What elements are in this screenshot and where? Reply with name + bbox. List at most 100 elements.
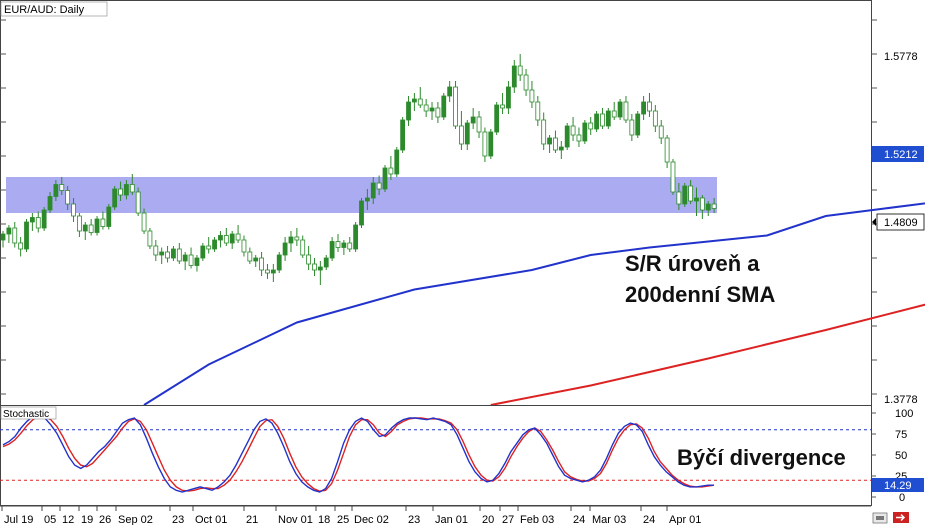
candle-body — [582, 122, 588, 142]
candle-body — [341, 242, 347, 248]
date-label: 23 — [172, 514, 184, 525]
price-tick-label: 1.3778 — [884, 394, 918, 406]
date-label: 25 — [337, 514, 349, 525]
candle-body — [335, 241, 341, 248]
candle-body — [464, 122, 470, 145]
candle-body — [623, 101, 629, 121]
osc-tick-label: 50 — [895, 450, 907, 462]
candle-body — [317, 266, 323, 271]
candle-body — [388, 167, 394, 175]
date-label: 20 — [482, 514, 494, 525]
candle-body — [171, 248, 176, 259]
candle-body — [247, 251, 253, 262]
candle-body — [147, 230, 153, 247]
osc-tick-label: 75 — [895, 429, 907, 441]
candle-body — [94, 218, 100, 233]
candle-body — [359, 200, 364, 226]
date-label: 26 — [99, 514, 111, 525]
date-label: Dec 02 — [354, 514, 389, 525]
candle-body — [470, 116, 476, 124]
candle-body — [323, 257, 329, 268]
price-axis — [871, 19, 877, 498]
date-label: Jul 19 — [4, 514, 33, 525]
candle-body — [635, 113, 641, 136]
oscillator-title-box — [0, 406, 57, 420]
osc-value-label: 14.29 — [884, 480, 912, 492]
stoch-k-line — [2, 414, 714, 493]
date-label: Sep 02 — [118, 514, 153, 525]
candle-body — [564, 125, 570, 148]
candle-body — [229, 233, 235, 244]
candle-body — [294, 236, 300, 241]
candle-body — [529, 89, 535, 103]
date-label: 27 — [502, 514, 514, 525]
oscillator-title: Stochastic — [3, 409, 49, 420]
candle-body — [165, 251, 170, 259]
candle-body — [411, 98, 417, 103]
candle-body — [347, 242, 353, 250]
candle-body — [694, 197, 699, 202]
candle-body — [423, 104, 429, 112]
candle-body — [488, 131, 494, 157]
candle-body — [88, 224, 94, 233]
candle-body — [253, 257, 259, 262]
candle-body — [118, 188, 123, 196]
candle-body — [100, 218, 106, 227]
candle-body — [24, 221, 29, 250]
candle-body — [47, 196, 53, 211]
candle-body — [223, 235, 229, 244]
arrow-right-icon — [896, 513, 906, 522]
candle-body — [329, 241, 335, 259]
date-label: 12 — [62, 514, 74, 525]
osc-value-badge — [872, 478, 924, 492]
osc-panel-frame — [0, 405, 872, 506]
candle-body — [218, 235, 223, 241]
candle-body — [135, 191, 141, 214]
candle-body — [594, 113, 599, 130]
candle-body — [605, 110, 611, 127]
candle-body — [153, 245, 159, 256]
date-label: 19 — [81, 514, 93, 525]
candle-body — [82, 224, 88, 232]
candle-body — [417, 98, 423, 106]
candle-body — [482, 131, 488, 157]
scrollbar-grip-icon — [876, 516, 884, 520]
candle-body — [652, 110, 658, 127]
osc-tick-label: 0 — [899, 492, 905, 504]
date-label: Nov 01 — [278, 514, 313, 525]
candle-body — [435, 107, 441, 118]
candle-body — [77, 215, 82, 232]
candle-body — [511, 65, 517, 88]
price-panel — [0, 0, 925, 406]
candle-body — [682, 185, 688, 205]
osc-tick-label: 100 — [895, 408, 913, 420]
candle-body — [235, 233, 241, 241]
candle-body — [41, 209, 47, 229]
candle-body — [688, 185, 694, 202]
candle-body — [376, 182, 382, 190]
candle-body — [517, 65, 523, 76]
stoch-d-line — [2, 415, 715, 492]
candle-body — [447, 86, 453, 97]
candle-body — [453, 86, 458, 127]
candle-body — [429, 107, 435, 112]
candle-body — [112, 188, 118, 208]
candle-body — [141, 212, 147, 232]
candle-body — [241, 239, 247, 253]
candle-body — [406, 101, 411, 121]
date-label: Oct 01 — [195, 514, 227, 525]
candle-body — [35, 217, 41, 229]
candle-body — [506, 86, 511, 109]
date-label: 21 — [246, 514, 258, 525]
candle-body — [265, 269, 270, 274]
candles — [0, 54, 717, 285]
current-price-badge — [876, 213, 925, 231]
candle-body — [699, 197, 705, 211]
candle-body — [176, 248, 182, 262]
candle-body — [53, 184, 59, 197]
date-label: 24 — [573, 514, 585, 525]
candle-body — [106, 206, 112, 227]
candle-body — [124, 184, 129, 196]
candle-body — [18, 242, 24, 250]
candle-body — [12, 227, 18, 244]
